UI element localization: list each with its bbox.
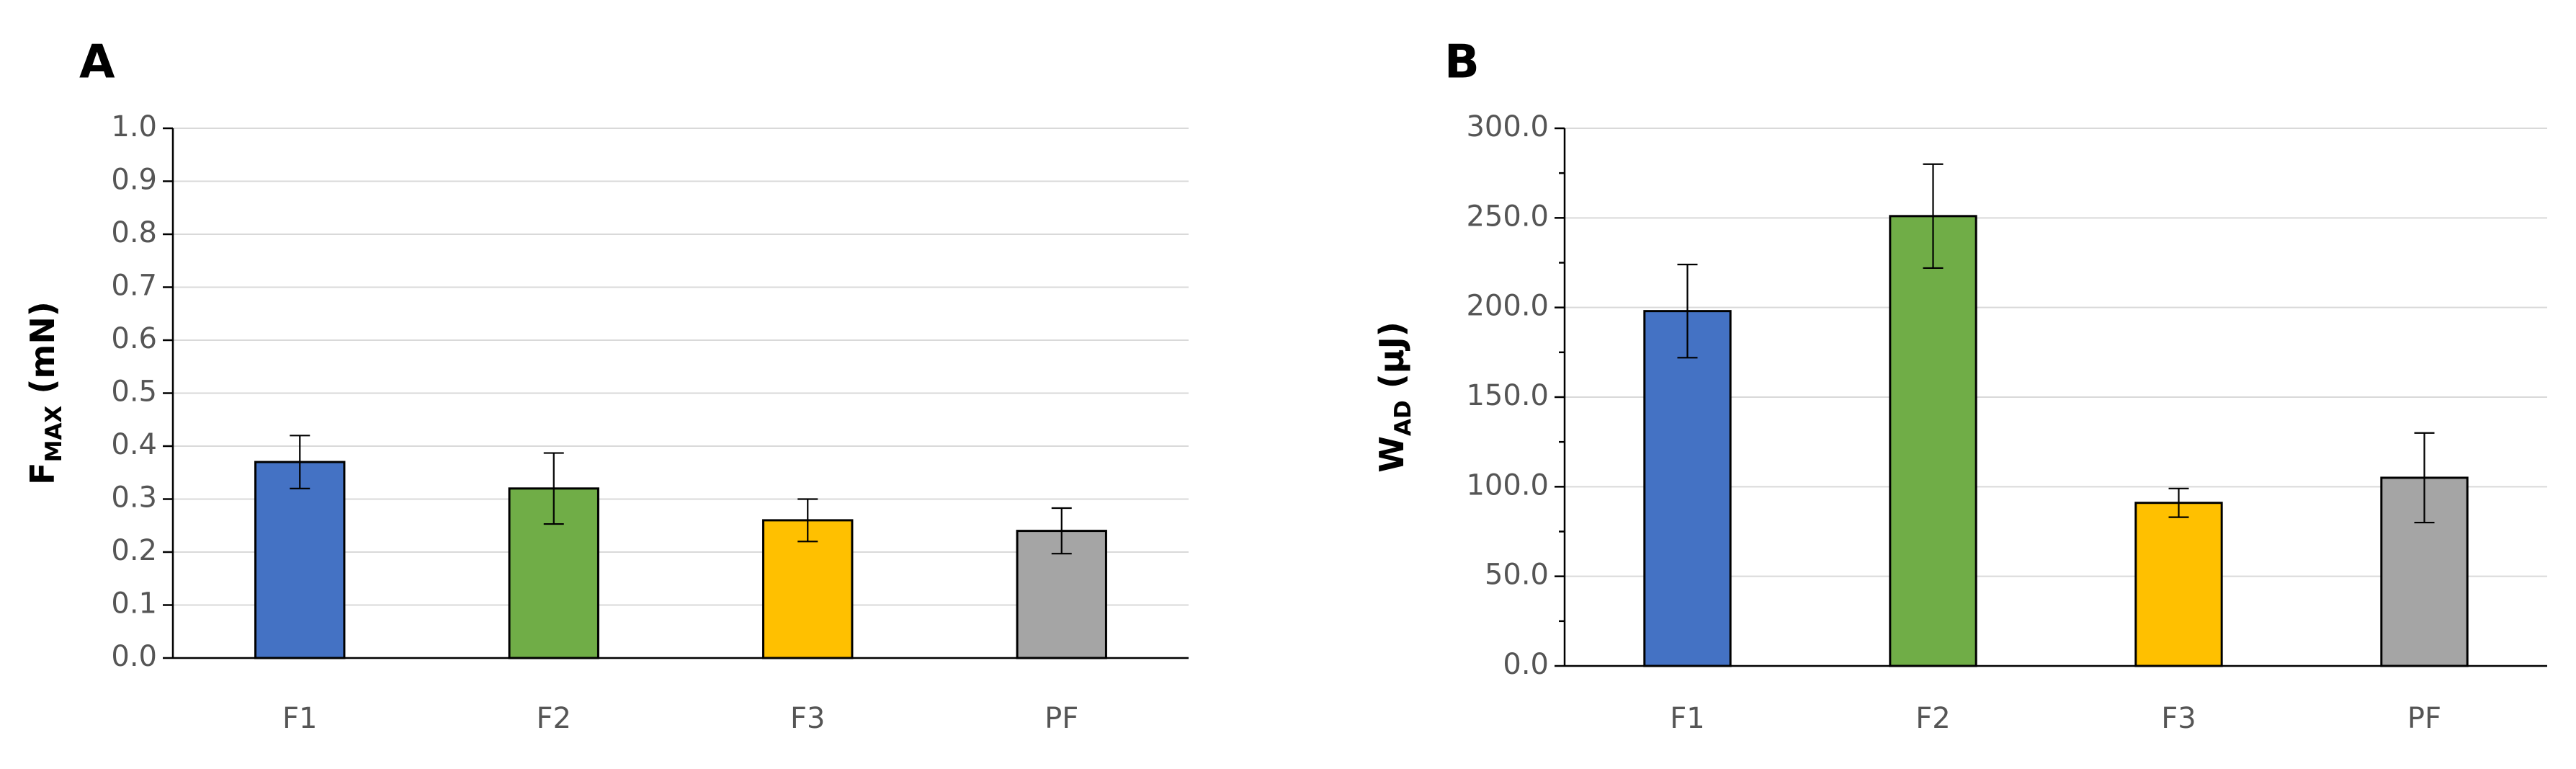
panel-b-chart: B 0.0 50.0 100.0 150.0 200.0 250.0 300.0 F1 F2 F3 P… xyxy=(1372,36,2547,735)
y-tick-label: 1.0 xyxy=(111,110,157,143)
bar-f1 xyxy=(1643,310,1732,667)
x-category-label: F3 xyxy=(790,702,825,735)
panel-a-letter: A xyxy=(79,36,115,89)
panel-b-letter: B xyxy=(1444,36,1480,89)
y-axis-title-subscript: AD xyxy=(1390,400,1416,436)
bar-f2 xyxy=(1889,215,1977,667)
y-tick-label: 0.0 xyxy=(111,640,157,673)
y-tick-label: 0.0 xyxy=(1503,648,1549,681)
x-category-label: F1 xyxy=(282,702,317,735)
y-axis-title-subscript: MAX xyxy=(41,406,67,463)
bar-f3 xyxy=(2134,502,2223,667)
y-tick-label: 0.7 xyxy=(111,270,157,303)
y-axis-title-main: W xyxy=(1372,436,1411,473)
y-axis-title-unit: (µJ) xyxy=(1372,321,1411,400)
y-tick-label: 0.3 xyxy=(111,481,157,515)
y-tick-label: 0.9 xyxy=(111,164,157,197)
x-category-label: PF xyxy=(1045,702,1078,735)
x-category-label: F1 xyxy=(1670,702,1704,735)
x-category-label: F3 xyxy=(2161,702,2196,735)
y-axis-title-unit: (mN) xyxy=(23,301,62,406)
panel-a-chart: A 0.0 0.1 0.2 0.3 0.4 0.5 0.6 0.7 0.8 0.9 1.0 F1 F2 F3… xyxy=(23,36,1189,735)
x-category-label: F2 xyxy=(537,702,571,735)
x-category-label: F2 xyxy=(1915,702,1950,735)
y-tick-label: 300.0 xyxy=(1466,110,1549,143)
bar-f1 xyxy=(254,461,346,659)
y-axis-title-main: F xyxy=(23,462,62,484)
bar-f3 xyxy=(762,519,854,659)
y-tick-label: 250.0 xyxy=(1466,200,1549,233)
y-tick-label: 0.8 xyxy=(111,216,157,249)
y-tick-label: 50.0 xyxy=(1485,559,1549,592)
y-tick-label: 0.1 xyxy=(111,587,157,621)
x-category-label: PF xyxy=(2407,702,2441,735)
y-tick-label: 200.0 xyxy=(1466,290,1549,323)
y-tick-label: 0.4 xyxy=(111,428,157,461)
y-tick-label: 100.0 xyxy=(1466,468,1549,502)
y-tick-label: 0.6 xyxy=(111,322,157,355)
y-tick-label: 0.2 xyxy=(111,534,157,567)
y-axis-title: FMAX (mN) xyxy=(23,301,67,485)
y-tick-label: 150.0 xyxy=(1466,379,1549,412)
y-tick-label: 0.5 xyxy=(111,375,157,409)
y-axis-title: WAD (µJ) xyxy=(1372,321,1416,473)
